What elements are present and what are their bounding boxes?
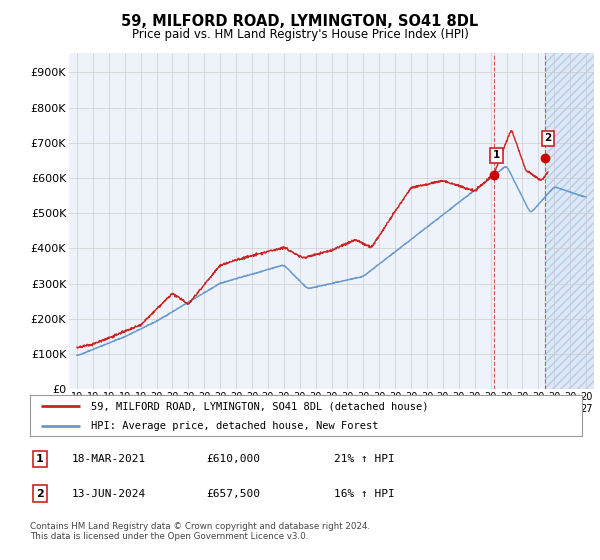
Text: 1: 1 <box>36 454 44 464</box>
Text: 21% ↑ HPI: 21% ↑ HPI <box>334 454 394 464</box>
Text: Price paid vs. HM Land Registry's House Price Index (HPI): Price paid vs. HM Land Registry's House … <box>131 28 469 41</box>
Text: 16% ↑ HPI: 16% ↑ HPI <box>334 488 394 498</box>
Bar <box>545 53 600 389</box>
Text: 2: 2 <box>544 133 551 143</box>
Text: 18-MAR-2021: 18-MAR-2021 <box>71 454 146 464</box>
Text: 2: 2 <box>36 488 44 498</box>
Text: 1: 1 <box>493 150 500 160</box>
Text: 59, MILFORD ROAD, LYMINGTON, SO41 8DL (detached house): 59, MILFORD ROAD, LYMINGTON, SO41 8DL (d… <box>91 402 428 411</box>
Bar <box>545 53 600 389</box>
Text: HPI: Average price, detached house, New Forest: HPI: Average price, detached house, New … <box>91 422 378 431</box>
Text: £610,000: £610,000 <box>206 454 260 464</box>
Text: 13-JUN-2024: 13-JUN-2024 <box>71 488 146 498</box>
Text: £657,500: £657,500 <box>206 488 260 498</box>
Text: 59, MILFORD ROAD, LYMINGTON, SO41 8DL: 59, MILFORD ROAD, LYMINGTON, SO41 8DL <box>121 14 479 29</box>
Text: Contains HM Land Registry data © Crown copyright and database right 2024.
This d: Contains HM Land Registry data © Crown c… <box>30 522 370 542</box>
